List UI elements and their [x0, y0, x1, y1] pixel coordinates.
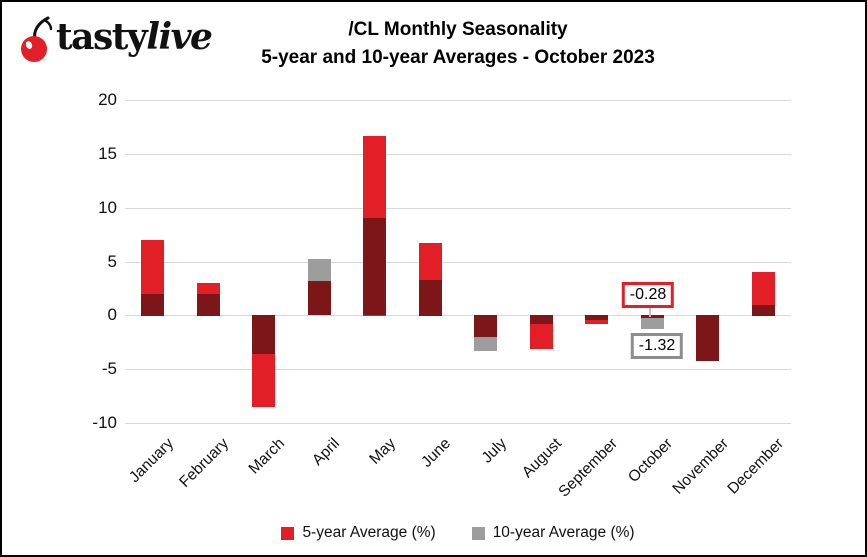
legend-label: 10-year Average (%) — [492, 524, 635, 541]
bar-overlap-May — [363, 218, 386, 315]
bar-overlap-July — [474, 315, 497, 337]
page-title: /CL Monthly Seasonality 5-year and 10-ye… — [105, 16, 811, 72]
gridline — [125, 100, 791, 101]
bar-overlap-December — [752, 305, 775, 316]
gridline — [125, 315, 791, 316]
gridline — [125, 369, 791, 370]
bar-5yr-December — [752, 272, 775, 315]
gridline — [125, 208, 791, 209]
annotation-box-5yr: -0.28 — [621, 282, 675, 308]
y-axis-tick-label: 5 — [107, 252, 117, 271]
bar-overlap-January — [141, 294, 164, 316]
legend-swatch-10yr-icon — [471, 526, 485, 540]
legend-item-10yr: 10-year Average (%) — [471, 524, 635, 542]
page-title-line2: 5-year and 10-year Averages - October 20… — [261, 47, 655, 68]
bar-10yr-October — [641, 315, 664, 329]
y-axis-tick-label: 20 — [98, 90, 117, 109]
bar-overlap-March — [252, 315, 275, 354]
gridline — [125, 262, 791, 263]
annotation-connector — [649, 308, 651, 317]
legend-label: 5-year Average (%) — [302, 524, 436, 541]
y-axis-tick-label: 10 — [98, 198, 117, 217]
gridline — [125, 154, 791, 155]
brand-text-italic: live — [146, 16, 213, 58]
annotation-box-10yr: -1.32 — [630, 333, 684, 359]
y-axis-tick-label: 0 — [107, 305, 117, 324]
y-axis-tick-label: -10 — [92, 413, 117, 432]
bar-overlap-September — [585, 315, 608, 320]
bar-overlap-August — [530, 315, 553, 324]
bar-overlap-October — [641, 315, 664, 318]
y-axis-tick-label: -5 — [101, 359, 117, 378]
bar-overlap-November — [696, 315, 719, 361]
bar-overlap-April — [308, 281, 331, 315]
legend: 5-year Average (%) 10-year Average (%) — [125, 524, 791, 542]
y-axis-tick-label: 15 — [98, 144, 117, 163]
legend-item-5yr: 5-year Average (%) — [281, 524, 436, 542]
cherry-icon — [21, 16, 53, 62]
bar-overlap-June — [419, 280, 442, 316]
brand-text: tastylive — [56, 14, 213, 60]
gridline — [125, 423, 791, 424]
bar-overlap-February — [197, 294, 220, 316]
brand-text-regular: tasty — [56, 16, 148, 58]
legend-swatch-5yr-icon — [281, 526, 295, 540]
page-title-line1: /CL Monthly Seasonality — [348, 19, 568, 40]
tastylive-logo: tastylive — [18, 14, 213, 62]
